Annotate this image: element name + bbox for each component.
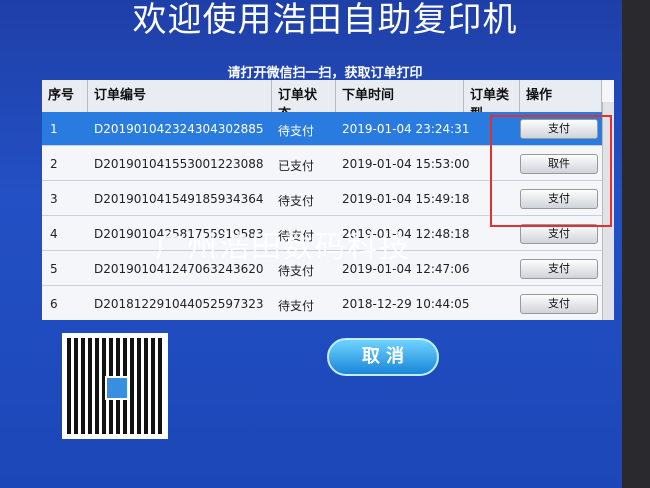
cell: 6	[50, 297, 58, 311]
cell: 2019-01-04 15:53:00	[342, 157, 470, 171]
cell: 待支付	[278, 194, 315, 208]
table-row[interactable]: 6 D201812291044052597323 待支付 2018-12-29 10:…	[42, 287, 602, 320]
column-header: 序号	[42, 80, 88, 112]
cell: 2019-01-04 12:47:06	[342, 262, 470, 276]
cell: D201901041247063243620	[94, 262, 264, 276]
cell: 2019-01-04 15:49:18	[342, 192, 470, 206]
cell: D201901041553001223088	[94, 157, 264, 171]
cell: 待支付	[278, 264, 315, 278]
cell: 已支付	[278, 159, 315, 173]
cell: 2	[50, 157, 58, 171]
action-button[interactable]: 支付	[520, 259, 598, 279]
cancel-button[interactable]: 取 消	[327, 338, 439, 376]
action-button[interactable]: 支付	[520, 189, 598, 209]
bezel	[622, 0, 650, 488]
column-header: 操作	[520, 80, 602, 112]
title: 欢迎使用浩田自助复印机	[132, 0, 518, 40]
qr-code	[62, 333, 168, 439]
cell: D201901042324304302885	[94, 122, 264, 136]
cell: 2019-01-04 12:48:18	[342, 227, 470, 241]
cell: 1	[50, 122, 58, 136]
order-table: 序号订单编号订单状态下单时间订单类型操作 1 D201901042324304302…	[42, 80, 614, 320]
table-row[interactable]: 1 D201901042324304302885 待支付 2019-01-04 23:…	[42, 112, 602, 146]
action-button[interactable]: 支付	[520, 119, 598, 139]
watermark: 广州浩田数码科技	[155, 230, 411, 265]
highlight-box	[490, 115, 612, 227]
cell: 待支付	[278, 229, 315, 243]
cell: 5	[50, 262, 58, 276]
cell: 2018-12-29 10:44:05	[342, 297, 470, 311]
table-row[interactable]: 3 D201901041549185934364 待支付 2019-01-04 15:…	[42, 182, 602, 216]
table-row[interactable]: 5 D201901041247063243620 待支付 2019-01-04 12:…	[42, 252, 602, 286]
table-row[interactable]: 4 D201901042581755919583 待支付 2019-01-04 12:…	[42, 217, 602, 251]
column-header: 订单状态	[272, 80, 336, 122]
column-header: 订单类型	[464, 80, 520, 122]
action-button[interactable]: 支付	[520, 224, 598, 244]
cell: 3	[50, 192, 58, 206]
subtitle: 请打开微信扫一扫，获取订单打印	[227, 66, 423, 81]
cell: 4	[50, 227, 58, 241]
table-row[interactable]: 2 D201901041553001223088 已支付 2019-01-04 15:…	[42, 147, 602, 181]
cell: 待支付	[278, 124, 315, 138]
action-button[interactable]: 取件	[520, 154, 598, 174]
cell: 待支付	[278, 299, 315, 313]
column-header: 订单编号	[88, 80, 272, 112]
action-button[interactable]: 支付	[520, 294, 598, 314]
cell: D201812291044052597323	[94, 297, 264, 311]
cell: D201901041549185934364	[94, 192, 264, 206]
cell: 2019-01-04 23:24:31	[342, 122, 470, 136]
column-header: 下单时间	[336, 80, 464, 112]
cell: D201901042581755919583	[94, 227, 264, 241]
